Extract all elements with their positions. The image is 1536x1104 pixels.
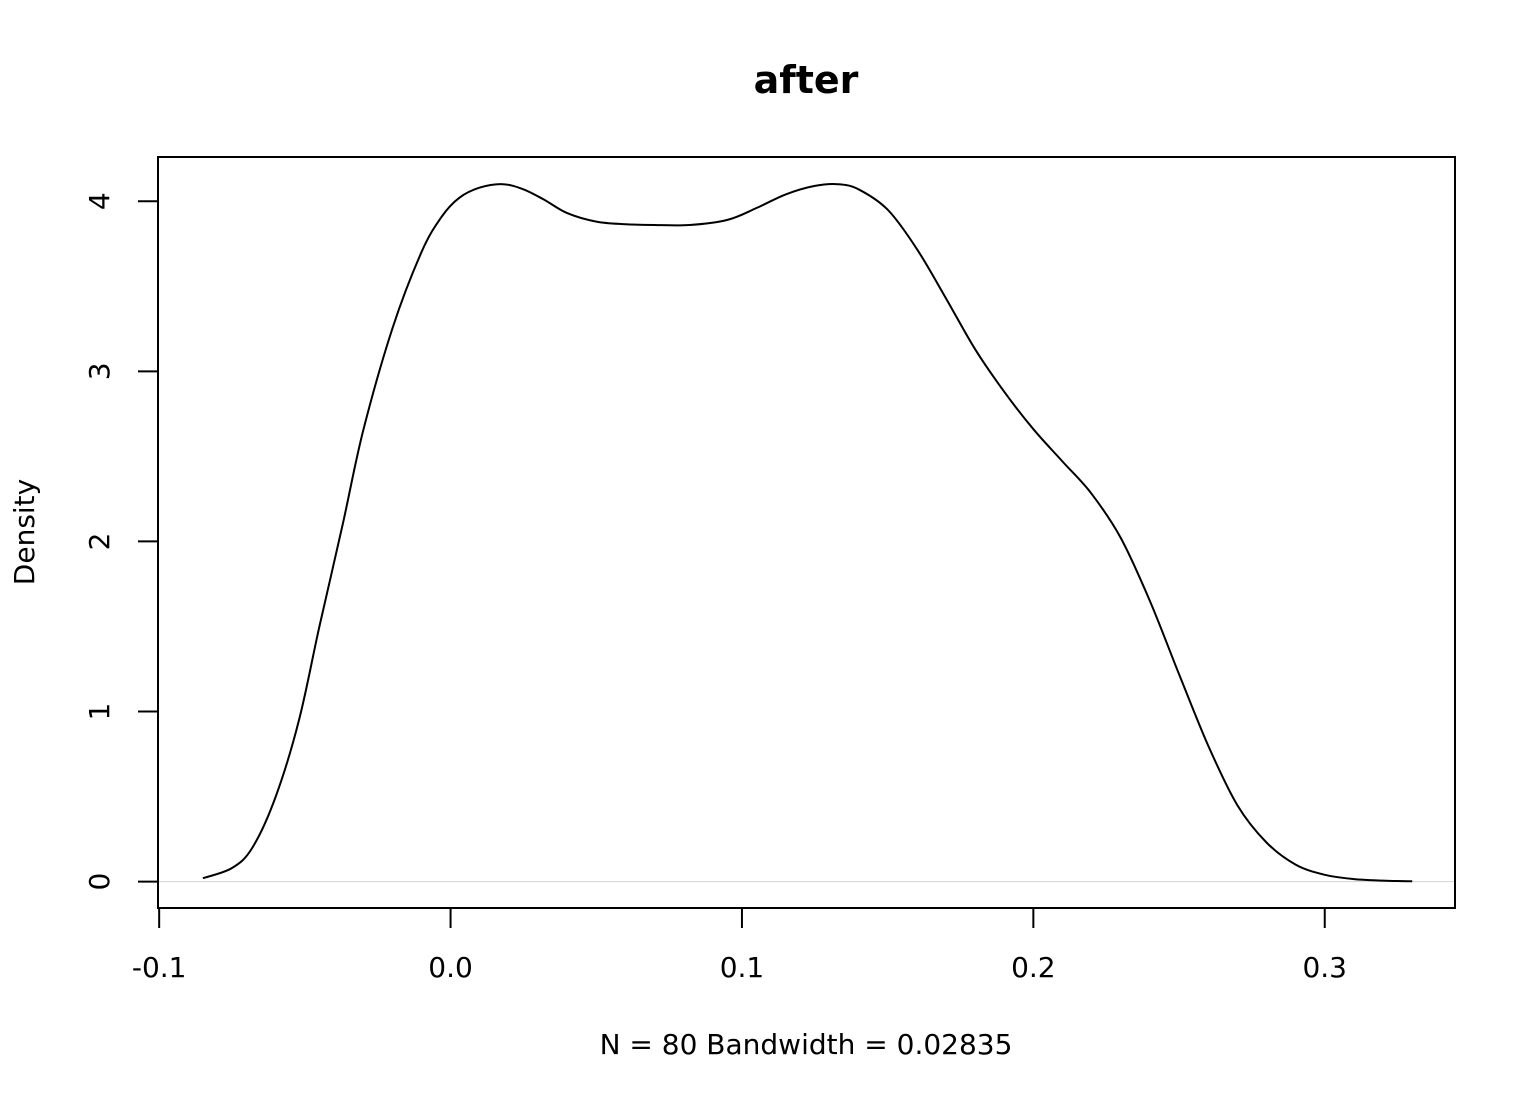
y-axis: 0 1 2 3 4 (83, 192, 159, 891)
y-tick-label: 4 (83, 192, 116, 210)
plot-frame (157, 156, 1456, 909)
y-tick-label: 2 (83, 533, 116, 551)
density-curve (202, 182, 1413, 883)
x-axis: -0.1 0.0 0.1 0.2 0.3 (132, 907, 1347, 984)
x-tick-label: 0.2 (1011, 951, 1056, 984)
x-tick-label: -0.1 (132, 951, 187, 984)
y-tick-label: 0 (83, 873, 116, 891)
y-axis-label: Density (8, 479, 41, 585)
x-tick-label: 0.1 (720, 951, 765, 984)
x-tick-label: 0.0 (428, 951, 473, 984)
chart-title: after (754, 58, 859, 102)
y-tick-label: 3 (83, 362, 116, 380)
x-axis-label: N = 80 Bandwidth = 0.02835 (600, 1028, 1013, 1061)
y-tick-label: 1 (83, 703, 116, 721)
x-tick-label: 0.3 (1302, 951, 1347, 984)
